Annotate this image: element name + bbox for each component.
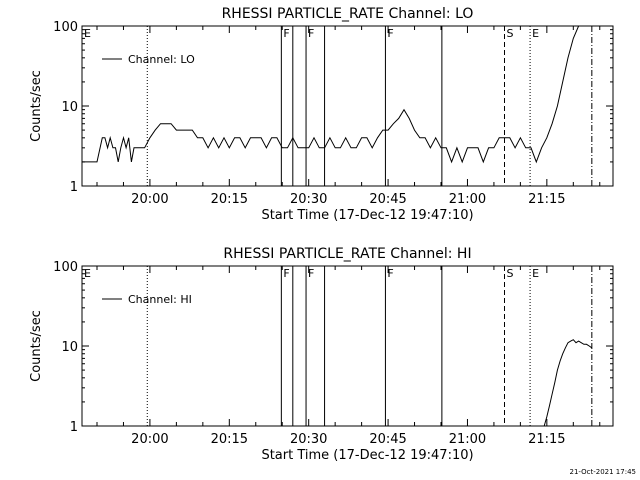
event-marker-label: F (308, 267, 314, 280)
event-marker-label: E (84, 27, 91, 40)
x-tick-label: 20:00 (131, 432, 168, 447)
legend-label: Channel: HI (128, 293, 192, 306)
x-tick-label: 20:15 (211, 432, 248, 447)
x-tick-label: 21:15 (528, 192, 565, 207)
x-tick-label: 21:00 (449, 432, 486, 447)
series-line (543, 339, 593, 427)
x-axis-label: Start Time (17-Dec-12 19:47:10) (261, 448, 473, 463)
x-tick-label: 20:30 (290, 432, 327, 447)
y-tick-label: 100 (53, 260, 78, 275)
x-tick-label: 20:45 (369, 432, 406, 447)
x-tick-label: 21:00 (449, 192, 486, 207)
event-marker-label: F (283, 267, 289, 280)
event-marker-label: E (532, 267, 539, 280)
y-tick-label: 10 (61, 340, 78, 355)
x-tick-label: 20:15 (211, 192, 248, 207)
y-axis-label: Counts/sec (29, 310, 44, 382)
chart-title: RHESSI PARTICLE_RATE Channel: HI (223, 246, 471, 262)
event-marker-label: F (387, 27, 393, 40)
event-marker-label: S (507, 267, 514, 280)
legend-label: Channel: LO (128, 53, 195, 66)
x-tick-label: 20:00 (131, 192, 168, 207)
chart-panel-0 (81, 25, 614, 187)
event-marker-label: F (283, 27, 289, 40)
event-marker-label: F (387, 267, 393, 280)
y-axis-label: Counts/sec (29, 70, 44, 142)
event-marker-label: S (507, 27, 514, 40)
event-marker-label: F (308, 27, 314, 40)
chart-title: RHESSI PARTICLE_RATE Channel: LO (222, 6, 474, 22)
y-tick-label: 1 (70, 180, 78, 195)
event-marker-label: E (532, 27, 539, 40)
footer-timestamp: 21-Oct-2021 17:45 (570, 468, 636, 476)
x-tick-label: 20:30 (290, 192, 327, 207)
x-tick-label: 21:15 (528, 432, 565, 447)
plot-frame (81, 265, 614, 427)
plot-frame (81, 25, 614, 187)
y-tick-label: 100 (53, 20, 78, 35)
event-marker-label: E (84, 267, 91, 280)
series-line (82, 25, 590, 164)
y-tick-label: 1 (70, 420, 78, 435)
chart-panel-1 (81, 265, 614, 427)
x-tick-label: 20:45 (369, 192, 406, 207)
y-tick-label: 10 (61, 100, 78, 115)
x-axis-label: Start Time (17-Dec-12 19:47:10) (261, 208, 473, 223)
